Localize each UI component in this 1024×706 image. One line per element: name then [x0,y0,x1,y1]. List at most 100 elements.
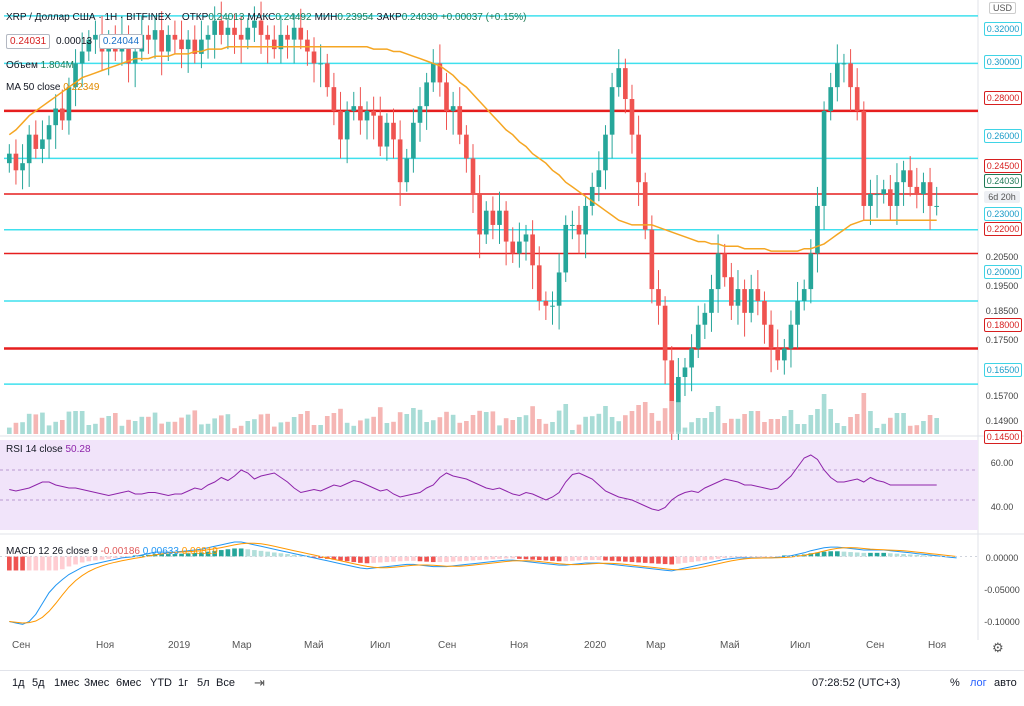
macd-legend: MACD 12 26 close 9 -0.00186 0.00633 0.00… [6,546,218,557]
candle-body [126,34,131,64]
currency-badge[interactable]: USD [989,2,1017,14]
auto-toggle[interactable]: авто [994,677,1017,689]
time-tick: Мар [232,640,252,651]
candle-body [828,87,834,111]
macd-histogram-bar [874,552,880,557]
volume-bar [596,413,602,434]
timeframe-button[interactable]: 6мес [116,677,142,689]
price-label: 0.22000 [984,222,1022,236]
macd-histogram-bar [338,556,343,561]
macd-tick-1: -0.05000 [984,585,1020,595]
timeframe-button[interactable]: 1г [178,677,189,689]
volume-bar [404,414,410,434]
ohlc-values: ОТКР0.24013 МАКС0.24492 МИН0.23954 ЗАКР0.24… [182,12,530,23]
volume-bar [682,427,688,434]
macd-histogram-bar [404,556,410,561]
macd-histogram-bar [305,555,310,557]
log-toggle[interactable]: лог [970,677,987,689]
timeframe-button[interactable]: 1мес [54,677,80,689]
candle-body [589,186,595,206]
candle-body [689,348,694,368]
candle-body [848,63,853,88]
candle-body [894,182,900,206]
price-label: 0.24030 [984,174,1022,188]
candle-body [391,122,396,140]
ma50-line [8,46,937,252]
time-tick: Сен [12,640,31,651]
volume-bar [377,407,383,434]
candle-body [523,234,529,242]
timeframe-button[interactable]: YTD [150,677,172,689]
clock[interactable]: 07:28:52 (UTC+3) [812,677,901,689]
volume-bar [59,420,65,434]
settings-gear-icon[interactable]: ⚙ [992,640,1004,655]
macd-histogram-bar [662,556,668,565]
volume-bar [782,416,787,434]
timeframe-button[interactable]: 3мес [84,677,110,689]
timeframe-button[interactable]: Все [216,677,235,689]
volume-bar [450,414,456,434]
percent-toggle[interactable]: % [950,677,960,689]
macd-histogram-bar [86,556,92,562]
ohlc-value: 0.24030 [401,12,438,23]
candle-body [563,224,569,273]
volume-bar [477,410,482,434]
candle-body [437,63,443,83]
volume-bar [629,411,635,434]
time-tick: 2019 [168,640,191,651]
timeframe-button[interactable]: 5д [32,677,45,689]
candle-body [351,106,357,111]
chart-canvas[interactable] [0,0,1024,670]
timeframe-button[interactable]: 5л [197,677,210,689]
candle-body [490,210,496,225]
volume-bar [430,420,436,434]
volume-bar [252,419,257,434]
candle-body [742,289,747,313]
bid-value[interactable]: 0.24031 [6,34,51,49]
candle-body [371,110,376,116]
macd-histogram-bar [232,548,237,557]
macd-histogram-bar [464,556,469,561]
symbol-legend: XRP / Доллар США · 1Н · BITFINEX ОТКР0.2… [6,12,529,23]
candle-body [285,34,290,40]
macd-histogram-bar [702,556,708,561]
candle-body [86,39,92,52]
volume-bar [152,412,158,434]
price-label: 0.32000 [984,22,1022,36]
macd-histogram-bar [411,556,416,561]
macd-histogram-bar [583,556,588,561]
goto-date-icon[interactable]: ⇥ [254,675,265,690]
candle-body [775,348,781,361]
candle-body [510,241,516,254]
macd-histogram-bar [676,556,681,564]
ohlc-key: МИН [314,12,338,23]
candle-body [344,110,350,140]
volume-bar [291,417,297,434]
candle-body [225,27,231,35]
volume-bar [735,418,741,434]
macd-histogram-bar [192,552,198,557]
macd-histogram-bar [218,550,224,557]
volume-bar [649,413,655,434]
macd-histogram-bar [331,556,337,560]
candle-body [709,289,714,313]
candle-body [576,224,582,235]
ohlc-value: 0.24013 [208,12,245,23]
macd-histogram-bar [642,556,648,563]
candle-body [291,27,297,40]
candle-body [729,277,734,306]
symbol-title[interactable]: XRP / Доллар США · 1Н · BITFINEX [6,12,172,23]
macd-histogram-bar [417,556,423,562]
candle-body [457,106,463,135]
volume-bar [185,414,191,434]
macd-histogram-bar [351,556,357,563]
candle-body [477,194,482,235]
volume-bar [93,423,98,434]
volume-bar [623,415,628,434]
candle-body [192,39,198,54]
candle-body [497,210,502,225]
ask-value[interactable]: 0.24044 [98,34,144,49]
volume-bar [13,422,19,434]
macd-histogram-bar [828,551,834,557]
timeframe-button[interactable]: 1д [12,677,25,689]
